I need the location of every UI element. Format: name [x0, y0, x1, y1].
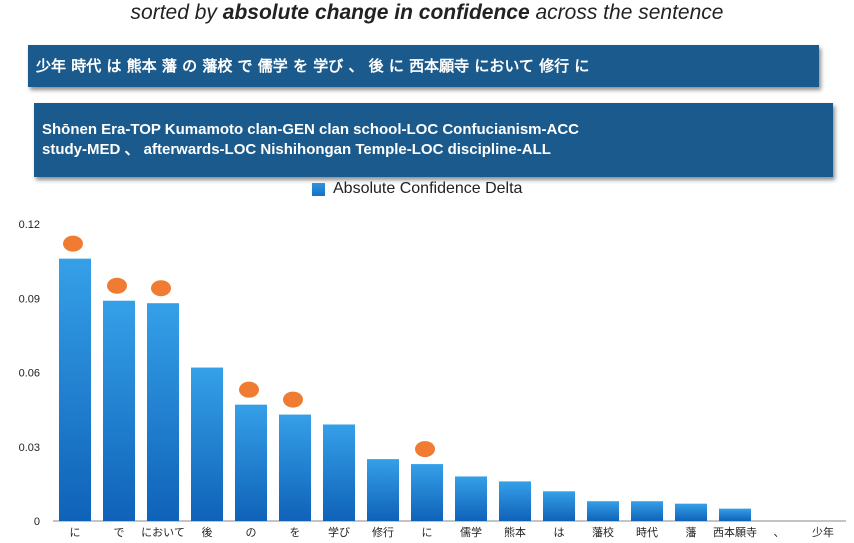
marker-dot-icon: [151, 280, 171, 297]
y-tick-label: 0.12: [19, 219, 40, 231]
bar: [147, 303, 179, 521]
bar: [499, 481, 531, 521]
gloss-sentence-box: Shōnen Era-TOP Kumamoto clan-GEN clan sc…: [34, 103, 833, 177]
category-label: に: [70, 526, 81, 539]
gloss-line-2: study-MED 、 afterwards-LOC Nishihongan T…: [42, 141, 551, 158]
chart-legend: Absolute Confidence Delta: [312, 179, 522, 199]
y-tick-label: 0.03: [19, 442, 40, 454]
legend-swatch-icon: [312, 182, 325, 196]
category-label: を: [290, 526, 301, 539]
marker-dot-icon: [107, 277, 127, 294]
category-label: は: [554, 526, 565, 539]
bar: [719, 508, 751, 521]
bar: [279, 414, 311, 521]
y-tick-label: 0.09: [19, 293, 40, 305]
marker-dot-icon: [283, 391, 303, 408]
bar: [543, 491, 575, 521]
bar: [235, 404, 267, 521]
category-label: 熊本: [504, 525, 526, 539]
bar: [411, 464, 443, 521]
bar: [367, 459, 399, 521]
bar: [675, 503, 707, 521]
japanese-sentence: 少年 時代 は 熊本 藩 の 藩校 で 儒学 を 学び 、 後 に 西本願寺 に…: [36, 57, 590, 75]
category-label: 少年: [812, 525, 834, 539]
category-label: の: [246, 526, 257, 539]
gloss-line-1: Shōnen Era-TOP Kumamoto clan-GEN clan sc…: [42, 121, 580, 138]
marker-dot-icon: [415, 441, 435, 458]
subtitle-emphasis: absolute change in confidence: [222, 1, 530, 24]
category-label: に: [422, 526, 433, 539]
marker-dot-icon: [239, 381, 259, 398]
category-label: 儒学: [460, 525, 482, 539]
bar: [631, 501, 663, 521]
bar: [59, 258, 91, 521]
category-label: で: [114, 526, 125, 539]
chart-subtitle: sorted by absolute change in confidence …: [0, 0, 854, 30]
y-tick-label: 0.06: [19, 368, 40, 380]
category-label: 藩: [686, 526, 697, 539]
japanese-sentence-box: 少年 時代 は 熊本 藩 の 藩校 で 儒学 を 学び 、 後 に 西本願寺 に…: [28, 45, 819, 87]
bar: [587, 501, 619, 521]
category-label: 学び: [328, 525, 350, 539]
legend-label: Absolute Confidence Delta: [333, 180, 523, 197]
bar: [455, 476, 487, 521]
category-label: 後: [202, 525, 213, 539]
category-label: 西本願寺: [713, 525, 757, 539]
subtitle-suffix: across the sentence: [529, 1, 724, 24]
y-tick-label: 0: [34, 516, 40, 528]
category-label: 時代: [636, 526, 658, 539]
bar: [323, 424, 355, 521]
category-label: において: [141, 526, 185, 539]
bar: [103, 300, 135, 521]
bar: [191, 367, 223, 521]
category-label: 藩校: [592, 525, 614, 539]
subtitle-prefix: sorted by: [130, 1, 223, 24]
category-label: 修行: [372, 525, 394, 539]
marker-dot-icon: [63, 235, 83, 252]
category-label: 、: [774, 526, 785, 539]
